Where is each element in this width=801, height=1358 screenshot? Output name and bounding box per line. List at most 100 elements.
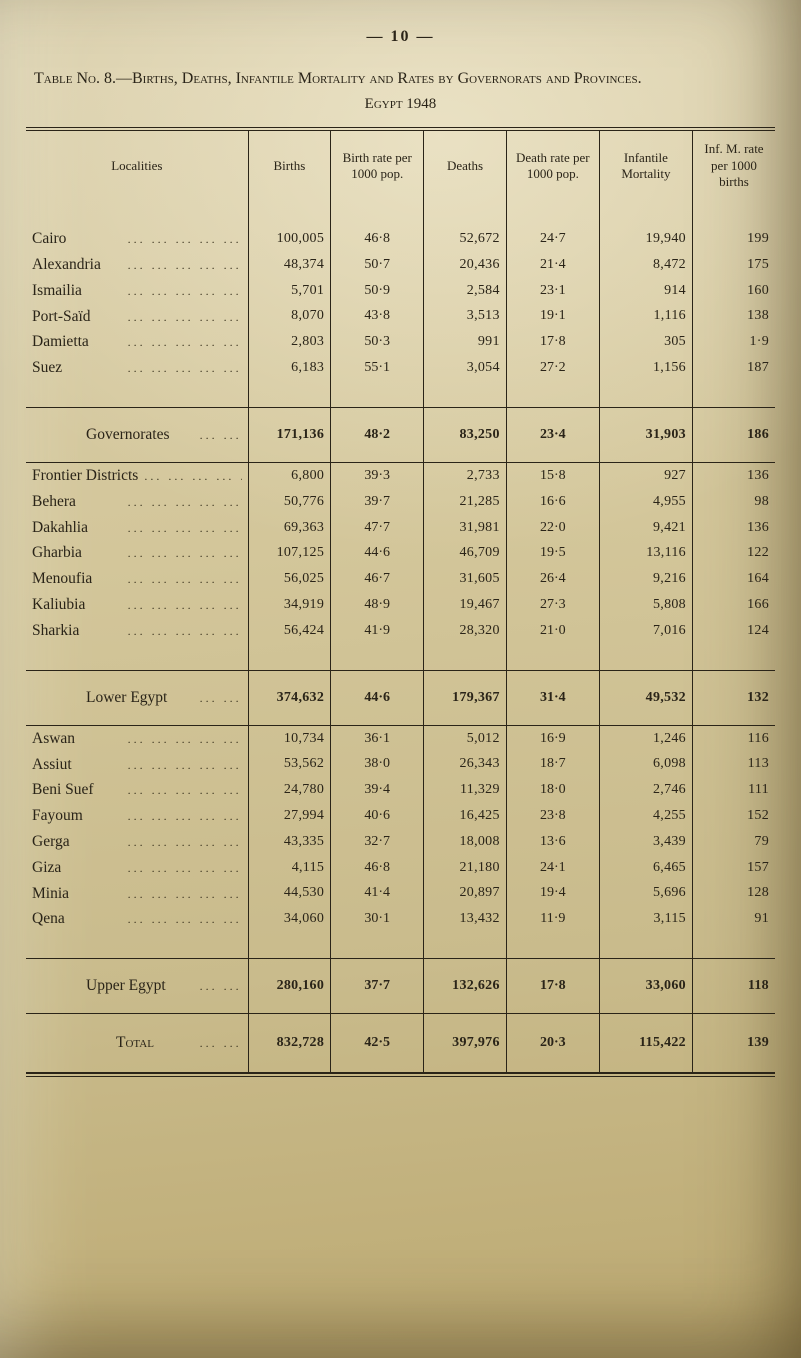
death-rate-cell: 16·9	[506, 725, 599, 751]
deaths-cell: 19,467	[424, 592, 507, 618]
locality-name: Fayoum	[32, 807, 89, 825]
deaths-cell: 52,672	[424, 226, 507, 252]
inf-mort-cell: 4,955	[599, 489, 692, 515]
births-cell: 107,125	[248, 540, 331, 566]
spacer-row	[26, 932, 775, 959]
subtotal-br: 37·7	[331, 959, 424, 1014]
subtotal-im: 33,060	[599, 959, 692, 1014]
locality-cell: Menoufia ... ... ... ... ...	[26, 566, 248, 592]
births-cell: 6,183	[248, 355, 331, 381]
births-cell: 34,919	[248, 592, 331, 618]
table-row: Alexandria ... ... ... ... ... 48,374 50…	[26, 252, 775, 278]
birth-rate-cell: 36·1	[331, 725, 424, 751]
birth-rate-cell: 48·9	[331, 592, 424, 618]
birth-rate-cell: 50·3	[331, 329, 424, 355]
table-row: Port-Saïd ... ... ... ... ... 8,070 43·8…	[26, 304, 775, 330]
leader-dots: ... ... ... ... ...	[95, 336, 242, 350]
locality-cell: Assiut ... ... ... ... ...	[26, 752, 248, 778]
birth-rate-cell: 39·7	[331, 489, 424, 515]
inf-mort-rate-cell: 136	[692, 515, 775, 541]
locality-name: Damietta	[32, 333, 95, 351]
inf-mort-rate-cell: 138	[692, 304, 775, 330]
locality-name: Cairo	[32, 230, 72, 248]
table-row: Menoufia ... ... ... ... ... 56,025 46·7…	[26, 566, 775, 592]
inf-mort-rate-cell: 128	[692, 881, 775, 907]
birth-rate-cell: 41·9	[331, 618, 424, 644]
inf-mort-cell: 19,940	[599, 226, 692, 252]
inf-mort-cell: 7,016	[599, 618, 692, 644]
locality-cell: Minia ... ... ... ... ...	[26, 881, 248, 907]
inf-mort-cell: 927	[599, 463, 692, 489]
death-rate-cell: 11·9	[506, 906, 599, 932]
subtotal-deaths: 179,367	[424, 670, 507, 725]
leader-dots: ... ... ... ... ...	[89, 810, 242, 824]
locality-name: Alexandria	[32, 256, 107, 274]
death-rate-cell: 21·4	[506, 252, 599, 278]
birth-rate-cell: 44·6	[331, 540, 424, 566]
title-text: Table No. 8.—Births, Deaths, Infantile M…	[34, 70, 642, 87]
table-container: Localities Births Birth rate per 1000 po…	[26, 127, 775, 1077]
births-cell: 50,776	[248, 489, 331, 515]
locality-cell: Ismailia ... ... ... ... ...	[26, 278, 248, 304]
deaths-cell: 31,605	[424, 566, 507, 592]
inf-mort-rate-cell: 199	[692, 226, 775, 252]
birth-rate-cell: 41·4	[331, 881, 424, 907]
leader-dots: ... ... ... ... ...	[75, 888, 242, 902]
inf-mort-cell: 914	[599, 278, 692, 304]
inf-mort-cell: 6,465	[599, 855, 692, 881]
table-row: Gharbia ... ... ... ... ... 107,125 44·6…	[26, 540, 775, 566]
locality-name: Beni Suef	[32, 781, 100, 799]
locality-name: Gerga	[32, 833, 76, 851]
leader-dots: ... ... ... ... ...	[67, 862, 241, 876]
table-row: Fayoum ... ... ... ... ... 27,994 40·6 1…	[26, 803, 775, 829]
scanned-page: — 10 — Table No. 8.—Births, Deaths, Infa…	[0, 0, 801, 1358]
inf-mort-cell: 3,115	[599, 906, 692, 932]
locality-cell: Gharbia ... ... ... ... ...	[26, 540, 248, 566]
inf-mort-cell: 9,216	[599, 566, 692, 592]
leader-dots: ... ... ... ... ...	[91, 599, 241, 613]
table-row: Qena ... ... ... ... ... 34,060 30·1 13,…	[26, 906, 775, 932]
subtotal-im: 115,422	[599, 1014, 692, 1073]
locality-name: Dakahlia	[32, 519, 94, 537]
births-cell: 6,800	[248, 463, 331, 489]
death-rate-cell: 17·8	[506, 329, 599, 355]
leader-dots: ... ... ... ... ...	[68, 362, 242, 376]
header-deaths: Deaths	[424, 131, 507, 200]
birth-rate-cell: 40·6	[331, 803, 424, 829]
leader-dots: ... ... ... ... ...	[100, 784, 242, 798]
table-title: Table No. 8.—Births, Deaths, Infantile M…	[34, 68, 767, 90]
locality-name: Gharbia	[32, 544, 88, 562]
death-rate-cell: 19·4	[506, 881, 599, 907]
births-cell: 4,115	[248, 855, 331, 881]
locality-name: Qena	[32, 910, 71, 928]
table-row: Sharkia ... ... ... ... ... 56,424 41·9 …	[26, 618, 775, 644]
births-cell: 56,025	[248, 566, 331, 592]
deaths-cell: 26,343	[424, 752, 507, 778]
leader-dots: ... ... ... ... ...	[85, 625, 241, 639]
subtotal-br: 48·2	[331, 408, 424, 463]
deaths-cell: 3,054	[424, 355, 507, 381]
death-rate-cell: 19·1	[506, 304, 599, 330]
inf-mort-cell: 1,156	[599, 355, 692, 381]
deaths-cell: 16,425	[424, 803, 507, 829]
header-births: Births	[248, 131, 331, 200]
table-row: Frontier Districts ... ... ... ... ... 6…	[26, 463, 775, 489]
inf-mort-rate-cell: 122	[692, 540, 775, 566]
inf-mort-rate-cell: 160	[692, 278, 775, 304]
table-row: Gerga ... ... ... ... ... 43,335 32·7 18…	[26, 829, 775, 855]
subtotal-births: 832,728	[248, 1014, 331, 1073]
birth-rate-cell: 43·8	[331, 304, 424, 330]
inf-mort-rate-cell: 113	[692, 752, 775, 778]
deaths-cell: 2,584	[424, 278, 507, 304]
inf-mort-rate-cell: 175	[692, 252, 775, 278]
deaths-cell: 20,897	[424, 881, 507, 907]
table-row: Damietta ... ... ... ... ... 2,803 50·3 …	[26, 329, 775, 355]
subtotal-deaths: 397,976	[424, 1014, 507, 1073]
locality-name: Menoufia	[32, 570, 98, 588]
table-subtitle: Egypt 1948	[26, 96, 775, 113]
locality-cell: Frontier Districts ... ... ... ... ...	[26, 463, 248, 489]
births-cell: 2,803	[248, 329, 331, 355]
subtotal-births: 171,136	[248, 408, 331, 463]
births-cell: 48,374	[248, 252, 331, 278]
death-rate-cell: 27·3	[506, 592, 599, 618]
